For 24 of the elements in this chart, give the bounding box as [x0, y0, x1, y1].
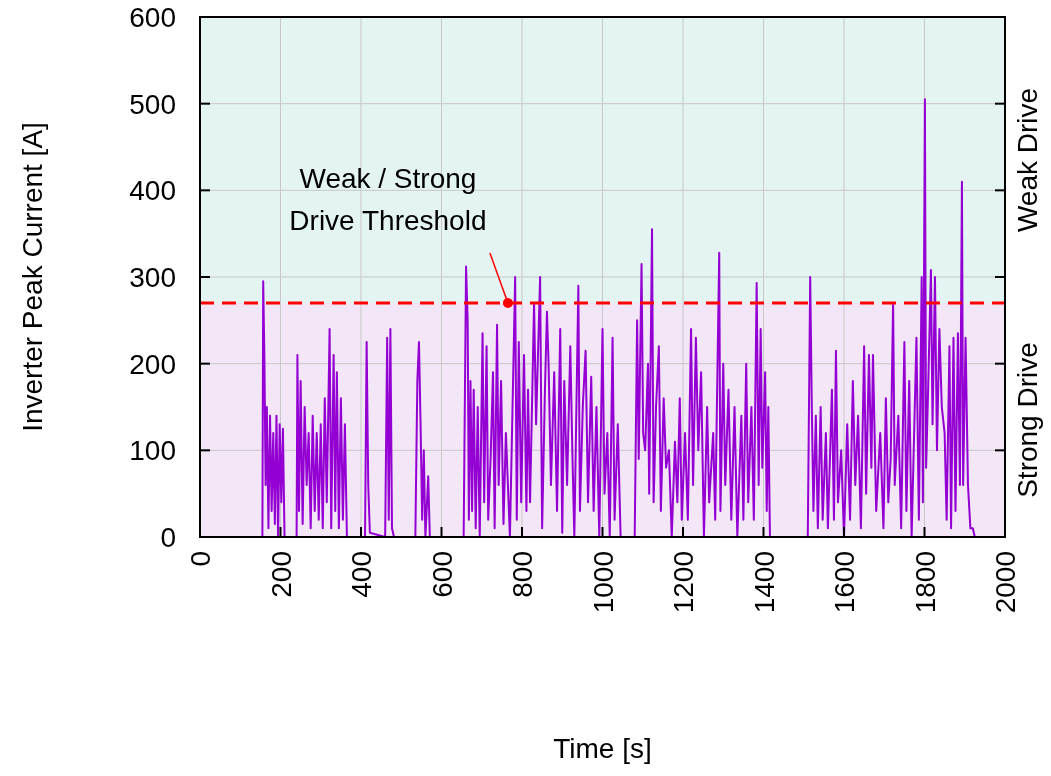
band-label: Strong Drive	[1012, 342, 1043, 498]
band-label: Weak Drive	[1012, 87, 1043, 233]
x-tick-label: 600	[426, 551, 458, 598]
x-tick-label: 1400	[748, 551, 780, 614]
y-tick-label: 400	[129, 175, 176, 207]
x-tick-label: 1800	[909, 551, 941, 614]
y-axis-title: Inverter Peak Current [A]	[17, 122, 48, 432]
annotation: Weak / Strong Drive Threshold	[289, 163, 487, 236]
x-tick-label: 1600	[829, 551, 860, 614]
x-tick-label: 200	[265, 551, 297, 598]
y-tick-label: 300	[129, 262, 176, 293]
y-tick-label: 100	[129, 435, 176, 467]
x-tick-label: 2000	[990, 551, 1021, 614]
x-tick-label: 800	[507, 551, 538, 598]
x-tick-label: 1000	[587, 551, 619, 614]
y-tick-label: 0	[160, 522, 176, 553]
line-series	[259, 98, 976, 538]
y-tick-label: 600	[129, 2, 176, 33]
x-tick-label: 400	[346, 551, 377, 598]
y-tick-label: 500	[129, 88, 176, 120]
x-tick-label: 0	[185, 551, 216, 567]
x-tick-label: 1200	[668, 551, 699, 614]
x-axis-title: Time [s]	[553, 733, 652, 764]
y-tick-label: 200	[129, 348, 176, 380]
